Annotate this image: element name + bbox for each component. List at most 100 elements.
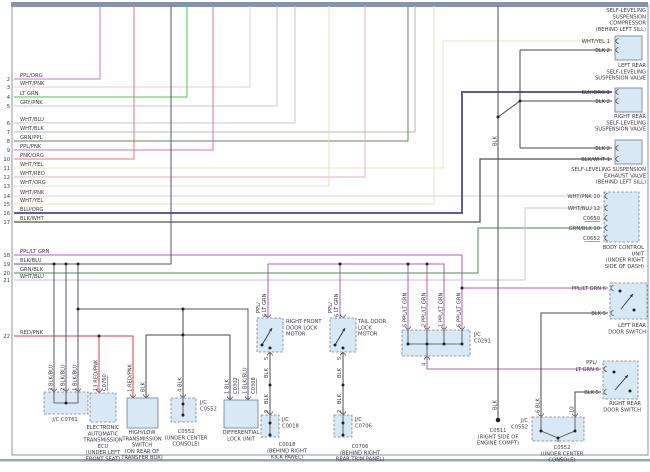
jc-c0552-left-side-label: J/C	[199, 400, 207, 406]
wire-label: C0650	[583, 216, 600, 222]
junction-dot	[406, 262, 410, 266]
circuit-number: 14	[3, 194, 10, 200]
wire-3-wht-pnk	[14, 6, 251, 88]
wire-label: WHT/YEL 1	[582, 39, 610, 45]
wire-ppl-bus	[267, 263, 445, 330]
right-front-door-lock-motor-arm-arrowhead	[269, 328, 272, 332]
junction-dot	[52, 262, 56, 266]
wire-label: BLK	[264, 394, 270, 404]
circuit-number: 4	[7, 95, 11, 101]
right-rear-door-switch-box	[602, 360, 639, 400]
circuit-number: 8	[7, 139, 10, 145]
wire-blk-rr-switch	[574, 391, 601, 417]
junction-dot	[268, 421, 272, 425]
wire-color-label: WHT/ORG	[20, 180, 46, 186]
left-rear-door-switch-box	[609, 282, 648, 320]
left-rear-door-switch-arm	[620, 293, 634, 310]
c0018-location-label: (BEHIND RIGHT	[267, 448, 308, 454]
pin-connector	[339, 411, 347, 415]
wire-10-pnk-org	[14, 6, 135, 160]
junction-dot	[181, 402, 185, 406]
c0018-location-label: C0018	[279, 442, 296, 448]
wire-label: 6 BLK	[536, 398, 542, 413]
pin-connector	[604, 214, 608, 222]
wire-18-ppl-ltgrn	[14, 254, 608, 289]
left-rear-door-switch-label: DOOR SWITCH	[608, 329, 646, 335]
wire-color-label: RED/PNK	[20, 330, 44, 336]
pin-connector	[604, 204, 608, 212]
exhaust-valve-label: (BEHIND LEFT SILL)	[596, 180, 646, 186]
pin-connector	[244, 396, 252, 400]
junction-dot	[496, 115, 500, 119]
jc-c0706-side-label: C0706	[355, 423, 372, 429]
wire-color-label: PNK/ORG	[20, 153, 44, 159]
pin-connector	[440, 326, 448, 330]
wire-label: WHT/PNK 10	[567, 194, 600, 200]
circuit-number: 9	[7, 148, 10, 154]
wire-label: BLK	[264, 368, 270, 378]
junction-dot	[76, 262, 80, 266]
junction-dot	[64, 262, 68, 266]
right-rear-valve-label: SUSPENSION VALVE	[595, 127, 646, 133]
left-rear-door-switch-label: LEFT REAR	[618, 323, 646, 329]
wire-label: 13 RED/PNK	[94, 359, 100, 391]
junction-dot	[539, 429, 543, 433]
junction-dot	[518, 99, 522, 103]
high-low-switch-box	[126, 397, 159, 429]
wire-label: 9	[264, 410, 270, 413]
c0511-ground-label: (RIGHT SIDE OF	[478, 434, 519, 440]
wire-label: LT GRN 6	[576, 367, 599, 373]
junction-dot	[181, 307, 185, 311]
junction-dot	[76, 307, 80, 311]
wire-label: 6	[335, 314, 341, 317]
wire-label: BLK	[337, 394, 343, 404]
exhaust-valve-label: SELF-LEVELING SUSPENSION	[571, 167, 646, 173]
wire-label: 3	[49, 388, 55, 391]
junction-dot	[612, 370, 616, 374]
wire-11-wht-yel	[14, 40, 612, 169]
jc-c0291-side-label: C0291	[474, 338, 491, 344]
wire-label: 5	[403, 324, 409, 327]
wire-label: BLK	[141, 382, 147, 392]
pin-connector	[339, 352, 347, 356]
pin-connector	[604, 224, 608, 232]
wire-label: PPL/LT GRN	[439, 292, 445, 322]
junction-dot	[618, 289, 622, 293]
pin-connector	[266, 411, 274, 415]
compressor-label: COMPRESSOR	[610, 21, 647, 27]
tail-door-lock-motor-arm	[334, 327, 346, 346]
wire-color-label: PPL/PNK	[20, 144, 42, 150]
junction-dot	[260, 343, 264, 347]
c0552-right-location-label: CONSOLE)	[548, 458, 575, 464]
wire-blk-lr-switch	[540, 312, 608, 417]
tail-door-lock-motor-arm-arrowhead	[342, 328, 345, 332]
right-front-door-lock-motor-label: MOTOR	[286, 332, 306, 338]
tail-door-lock-motor-label: TAIL DOOR	[357, 319, 387, 325]
body-control-unit-box	[603, 191, 640, 243]
compressor-label: SUSPENSION	[613, 14, 647, 20]
pin-connector	[603, 388, 607, 396]
wire-label: PPL/LT GRN 6	[572, 286, 606, 292]
pin-connector	[129, 394, 137, 398]
wire-blk-blu-diff	[78, 308, 249, 400]
wire-17-blk-wht	[14, 158, 612, 223]
c0552-left-location-label: (UNDER CENTER	[164, 435, 207, 441]
junction-dot	[460, 286, 464, 290]
high-low-switch-label: (ON REAR OF	[125, 449, 159, 455]
circuit-number: 21	[3, 278, 10, 284]
pin-connector	[610, 309, 614, 317]
c0018-location-label: KICK PANEL)	[271, 455, 303, 461]
pin-connector	[615, 155, 619, 163]
jc-c0552-right-side-label: C0552	[511, 424, 528, 430]
junction-dot	[556, 436, 560, 440]
wire-label: C0308	[251, 377, 257, 394]
c0552-left-location-label: CONSOLE)	[172, 442, 199, 448]
pin-connector	[604, 192, 608, 200]
ground-point-dot	[495, 417, 501, 423]
high-low-switch-label: TRANSFER BOX)	[120, 455, 163, 461]
compressor-label: SELF-LEVELING	[606, 8, 646, 14]
wire-label: BLK 5	[584, 390, 599, 396]
left-rear-suspension-valve-box	[614, 35, 643, 61]
wire-13-wht-org	[14, 6, 330, 187]
